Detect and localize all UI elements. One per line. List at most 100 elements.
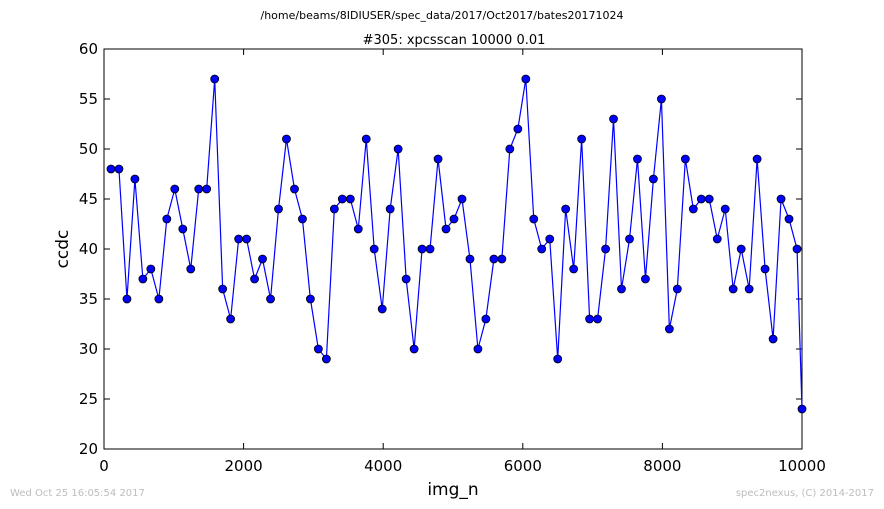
- data-point: [657, 94, 666, 104]
- data-point: [465, 254, 475, 264]
- data-point: [441, 224, 451, 234]
- data-point: [361, 134, 371, 144]
- data-point: [736, 244, 746, 254]
- data-point: [601, 244, 610, 254]
- data-point: [585, 314, 594, 324]
- data-point: [553, 354, 563, 364]
- data-point: [218, 284, 228, 294]
- data-point: [672, 284, 682, 294]
- data-point: [409, 344, 419, 354]
- data-point: [377, 304, 387, 314]
- data-point: [744, 284, 754, 294]
- data-point: [760, 264, 770, 274]
- data-point: [497, 254, 507, 264]
- data-point: [202, 184, 212, 194]
- data-point: [298, 214, 307, 224]
- data-point: [545, 234, 555, 244]
- y-tick-label: 25: [79, 390, 98, 408]
- data-point: [393, 144, 403, 154]
- data-point: [489, 254, 499, 264]
- data-point: [274, 204, 283, 214]
- data-point: [138, 274, 148, 284]
- data-point: [106, 164, 116, 174]
- data-point: [728, 284, 738, 294]
- data-point: [617, 284, 626, 294]
- y-tick-label: 35: [79, 290, 98, 308]
- data-point: [321, 354, 331, 364]
- data-point: [210, 74, 220, 84]
- data-point: [577, 134, 587, 144]
- data-point: [186, 264, 196, 274]
- x-tick-label: 2000: [225, 457, 263, 475]
- data-point: [122, 294, 132, 304]
- data-point: [768, 334, 778, 344]
- data-point: [146, 264, 156, 274]
- x-tick-label: 0: [99, 457, 109, 475]
- chart-title: #305: xpcsscan 10000 0.01: [363, 33, 546, 48]
- data-point: [784, 214, 794, 224]
- data-point: [329, 204, 339, 214]
- y-tick-label: 20: [79, 440, 98, 458]
- data-point: [537, 244, 547, 254]
- data-point: [457, 194, 467, 204]
- data-point: [369, 244, 379, 254]
- data-point: [266, 294, 275, 304]
- data-point: [648, 174, 658, 184]
- data-point: [449, 214, 459, 224]
- x-tick-label: 8000: [643, 457, 681, 475]
- data-point: [345, 194, 355, 204]
- data-point: [561, 204, 571, 214]
- data-point: [704, 194, 714, 204]
- data-point: [625, 234, 634, 244]
- data-point: [513, 124, 523, 134]
- series-line: [110, 78, 803, 410]
- data-point: [250, 274, 259, 284]
- data-point: [521, 74, 531, 84]
- data-point: [569, 264, 579, 274]
- data-point: [353, 224, 363, 234]
- data-point: [688, 204, 698, 214]
- y-tick-label: 45: [79, 190, 98, 208]
- data-point: [194, 184, 204, 194]
- x-axis-label: img_n: [427, 480, 478, 500]
- data-point: [473, 344, 483, 354]
- data-point: [417, 244, 427, 254]
- data-point: [633, 154, 642, 164]
- data-point: [154, 294, 164, 304]
- data-point: [242, 234, 252, 244]
- data-point: [680, 154, 690, 164]
- data-point: [696, 194, 706, 204]
- data-point: [337, 194, 347, 204]
- data-point: [425, 244, 435, 254]
- data-point: [593, 314, 602, 324]
- data-point: [720, 204, 730, 214]
- y-axis-ticks: 20 25 30 35 40 45 50 55 60: [79, 40, 802, 458]
- data-point: [226, 314, 236, 324]
- y-tick-label: 50: [79, 140, 98, 158]
- data-point: [505, 144, 515, 154]
- data-point: [752, 154, 762, 164]
- y-tick-label: 55: [79, 90, 98, 108]
- data-point: [178, 224, 188, 234]
- data-point: [529, 214, 539, 224]
- data-point: [130, 174, 140, 184]
- data-point: [114, 164, 124, 174]
- data-point: [234, 234, 244, 244]
- data-point: [664, 324, 674, 334]
- data-series: [106, 74, 807, 414]
- y-tick-label: 30: [79, 340, 98, 358]
- footer-timestamp: Wed Oct 25 16:05:54 2017: [10, 488, 145, 499]
- y-tick-label: 40: [79, 240, 98, 258]
- y-axis-label: ccdc: [53, 230, 73, 269]
- data-point: [433, 154, 443, 164]
- data-point: [162, 214, 172, 224]
- data-point: [305, 294, 315, 304]
- data-point: [170, 184, 180, 194]
- data-point: [641, 274, 650, 284]
- data-point: [282, 134, 291, 144]
- data-point: [792, 244, 802, 254]
- x-tick-label: 4000: [364, 457, 402, 475]
- data-point: [258, 254, 267, 264]
- data-point: [712, 234, 722, 244]
